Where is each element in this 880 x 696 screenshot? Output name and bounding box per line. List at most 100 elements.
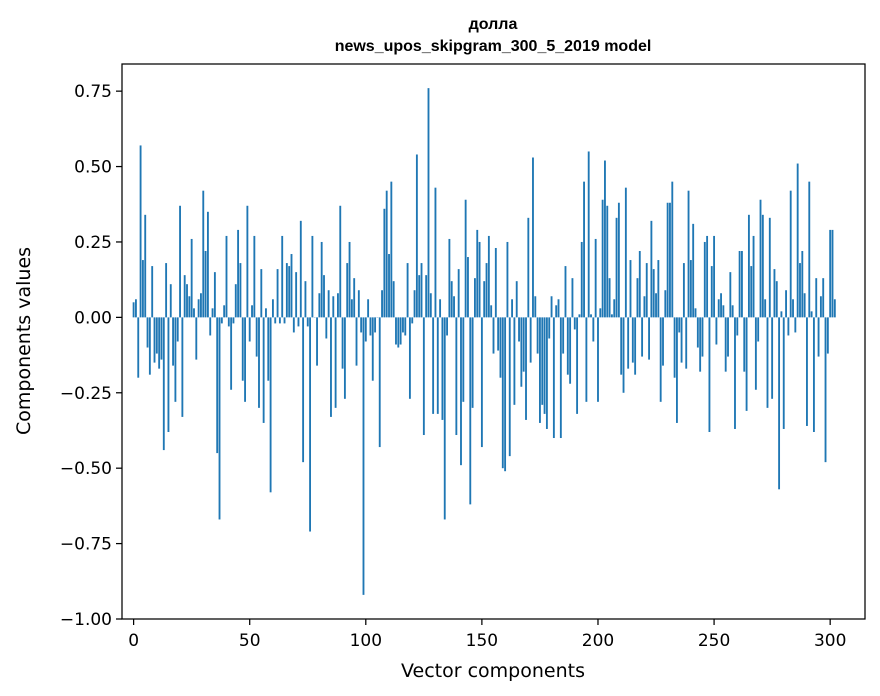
- y-tick-label: 0.25: [74, 233, 112, 253]
- bar-29: [200, 293, 202, 318]
- bar-164: [513, 317, 516, 405]
- bar-147: [474, 278, 476, 318]
- bar-73: [302, 317, 305, 463]
- bar-100: [364, 317, 367, 342]
- y-tick-label: −1.00: [60, 610, 112, 630]
- bar-280: [782, 317, 785, 429]
- bar-8: [151, 266, 154, 318]
- bar-209: [617, 202, 620, 318]
- bar-234: [676, 317, 678, 423]
- chart-title: долла: [469, 16, 518, 33]
- bar-171: [529, 317, 532, 363]
- bar-228: [662, 317, 664, 366]
- bar-150: [480, 317, 483, 448]
- bar-302: [833, 299, 836, 318]
- bar-214: [629, 260, 632, 318]
- bar-297: [822, 278, 825, 318]
- bar-22: [183, 275, 186, 318]
- bar-117: [404, 317, 407, 336]
- bar-43: [232, 317, 235, 324]
- bar-187: [566, 317, 569, 375]
- bar-130: [434, 187, 437, 318]
- bar-16: [169, 284, 172, 318]
- bar-69: [292, 317, 295, 333]
- bar-155: [492, 317, 495, 354]
- bar-191: [576, 317, 579, 414]
- bar-224: [652, 269, 655, 318]
- bar-219: [641, 317, 644, 357]
- bar-201: [599, 308, 602, 318]
- bar-162: [508, 317, 511, 457]
- bar-48: [244, 317, 246, 402]
- bar-27: [195, 317, 198, 360]
- bar-20: [179, 205, 181, 318]
- bar-2: [137, 317, 140, 378]
- bar-119: [408, 317, 411, 399]
- bar-167: [520, 317, 523, 387]
- bar-238: [685, 317, 688, 369]
- bar-273: [766, 317, 769, 408]
- bar-139: [455, 317, 458, 436]
- bar-144: [467, 257, 469, 318]
- bar-176: [541, 317, 544, 405]
- bar-268: [754, 317, 757, 390]
- bar-28: [197, 299, 200, 318]
- bar-88: [337, 293, 339, 318]
- bar-213: [627, 317, 630, 369]
- bar-168: [522, 317, 525, 372]
- bar-86: [332, 296, 335, 318]
- bar-260: [736, 317, 739, 336]
- bar-126: [425, 275, 428, 318]
- bar-118: [406, 263, 409, 318]
- y-tick-label: 0.75: [74, 82, 112, 102]
- bar-102: [369, 317, 372, 336]
- bar-59: [269, 317, 272, 493]
- bar-93: [348, 241, 351, 318]
- x-axis-label: Vector components: [401, 660, 585, 682]
- bar-240: [689, 260, 692, 318]
- bar-106: [378, 317, 381, 448]
- bar-80: [318, 293, 321, 318]
- bar-70: [295, 272, 298, 318]
- bar-285: [794, 317, 797, 333]
- bar-156: [494, 247, 497, 318]
- bar-103: [371, 317, 374, 381]
- bar-67: [288, 266, 291, 318]
- bar-244: [699, 317, 702, 372]
- bar-290: [806, 317, 808, 426]
- bar-166: [518, 317, 520, 342]
- bar-148: [476, 229, 479, 318]
- bar-90: [341, 317, 344, 369]
- bar-230: [666, 202, 669, 318]
- bar-267: [752, 235, 755, 318]
- bar-98: [360, 317, 363, 333]
- bar-57: [265, 308, 267, 318]
- bar-138: [453, 296, 455, 318]
- bar-276: [773, 269, 776, 318]
- bar-56: [262, 317, 265, 423]
- y-axis-label: Components values: [13, 247, 35, 435]
- bar-108: [383, 208, 386, 318]
- bar-4: [141, 260, 144, 318]
- bar-31: [204, 251, 207, 318]
- bar-151: [483, 281, 486, 318]
- bar-54: [258, 317, 260, 408]
- bar-84: [327, 290, 330, 318]
- bar-294: [815, 278, 818, 318]
- bar-245: [701, 317, 704, 357]
- bar-288: [801, 251, 804, 318]
- bar-193: [580, 241, 583, 318]
- bar-177: [543, 317, 546, 414]
- bar-252: [717, 299, 720, 318]
- bar-51: [251, 305, 253, 318]
- bar-128: [429, 293, 432, 318]
- bar-292: [810, 311, 813, 318]
- bar-30: [202, 190, 205, 318]
- bar-99: [362, 317, 365, 595]
- bar-92: [346, 263, 349, 318]
- bar-163: [511, 299, 514, 318]
- bar-278: [778, 317, 781, 490]
- bar-116: [402, 317, 404, 333]
- bar-42: [230, 317, 233, 390]
- y-ticks: 0.75 0.50 0.25 0.00 −0.25 −0.50 −0.75 −1.00: [60, 82, 122, 630]
